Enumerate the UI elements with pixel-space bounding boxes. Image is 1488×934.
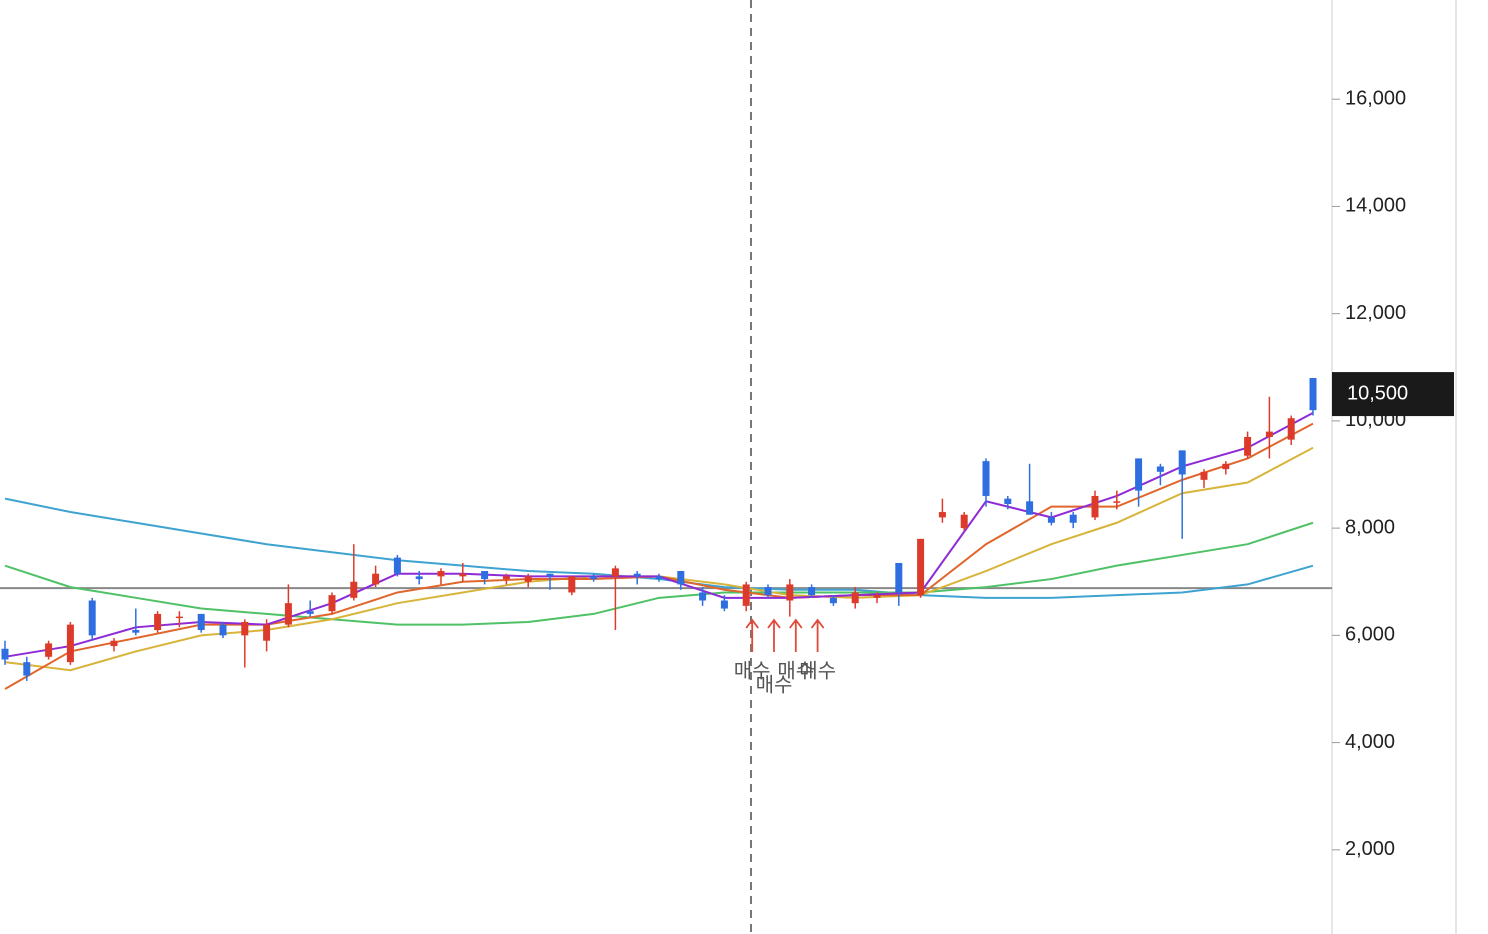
candle-body: [350, 581, 358, 598]
candle-body: [1069, 514, 1077, 523]
candle-body: [110, 640, 118, 647]
candle-body: [1047, 517, 1055, 523]
candle-body: [284, 603, 292, 625]
candle-body: [829, 597, 837, 604]
candle-body: [895, 562, 903, 593]
ma-line: [4, 422, 1314, 690]
candle-body: [415, 576, 423, 580]
candle-body: [699, 592, 707, 601]
ma-line: [4, 446, 1314, 672]
candle-body: [154, 613, 162, 630]
candle-body: [938, 512, 946, 518]
candle-body: [372, 573, 380, 585]
candle-body: [851, 592, 859, 604]
annotation-arrow: [767, 618, 781, 652]
candle-body: [1222, 463, 1230, 470]
annotation-label: 매수: [756, 673, 793, 696]
candle-body: [197, 613, 205, 630]
ma-line: [4, 521, 1314, 626]
ma-line: [4, 497, 1314, 599]
candle-body: [1178, 450, 1186, 475]
candle-body: [1309, 377, 1317, 411]
last-price-badge: [1332, 372, 1454, 417]
y-tick-label: 16,000: [1345, 87, 1406, 109]
candle-body: [219, 624, 227, 636]
candle-body: [917, 538, 925, 596]
candle-body: [175, 616, 183, 619]
candle-body: [328, 595, 336, 612]
y-tick-label: 8,000: [1345, 516, 1395, 538]
candle-body: [263, 624, 271, 641]
candle-body: [88, 600, 96, 636]
candle-body: [1287, 418, 1295, 440]
y-tick-label: 4,000: [1345, 731, 1395, 753]
y-tick-label: 2,000: [1345, 838, 1395, 860]
y-tick-label: 14,000: [1345, 195, 1406, 217]
candle-body: [568, 576, 576, 593]
candle-body: [982, 461, 990, 496]
candle-body: [1026, 501, 1034, 515]
candle-body: [720, 600, 728, 609]
candle-body: [481, 571, 489, 580]
candle-body: [1265, 431, 1273, 437]
candle-body: [1004, 498, 1012, 504]
candle-body: [1156, 466, 1164, 472]
candle-body: [873, 595, 881, 598]
candle-body: [1, 648, 9, 660]
y-tick-label: 6,000: [1345, 624, 1395, 646]
candle-body: [23, 662, 31, 676]
candle-body: [677, 571, 685, 585]
candle-body: [1091, 495, 1099, 518]
candle-body: [1113, 501, 1121, 503]
candle-body: [502, 576, 510, 580]
annotation-arrow: [745, 618, 759, 652]
candle-body: [524, 576, 532, 582]
candle-body: [459, 573, 467, 577]
annotation-label: 매수: [734, 659, 771, 682]
candle-body: [132, 629, 140, 633]
candle-body: [742, 584, 750, 606]
candle-body: [393, 557, 401, 574]
candle-body: [960, 514, 968, 529]
candle-body: [45, 643, 53, 657]
candle-body: [808, 587, 816, 596]
last-price-label: 10,500: [1347, 382, 1408, 404]
candle-body: [306, 611, 314, 614]
candle-body: [764, 587, 772, 596]
candle-body: [437, 571, 445, 577]
annotation-label: 매수: [777, 659, 814, 682]
candle-body: [786, 584, 794, 601]
candle-body: [1244, 436, 1252, 456]
candle-body: [66, 624, 74, 663]
candle-body: [1135, 458, 1143, 491]
annotation-arrow: [810, 618, 825, 652]
candle-body: [655, 576, 663, 580]
candle-body: [633, 573, 641, 577]
candle-body: [546, 573, 554, 577]
annotation-arrow: [789, 618, 803, 652]
y-tick-label: 12,000: [1345, 302, 1406, 324]
candle-body: [1200, 471, 1208, 480]
annotation-label: 매수: [799, 659, 836, 682]
candle-body: [241, 621, 249, 636]
candle-body: [611, 568, 619, 577]
candle-body: [590, 576, 598, 580]
